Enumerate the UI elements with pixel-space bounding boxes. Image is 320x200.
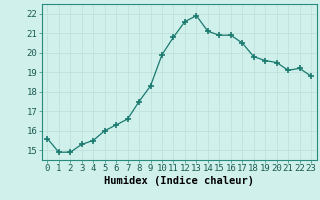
X-axis label: Humidex (Indice chaleur): Humidex (Indice chaleur) — [104, 176, 254, 186]
